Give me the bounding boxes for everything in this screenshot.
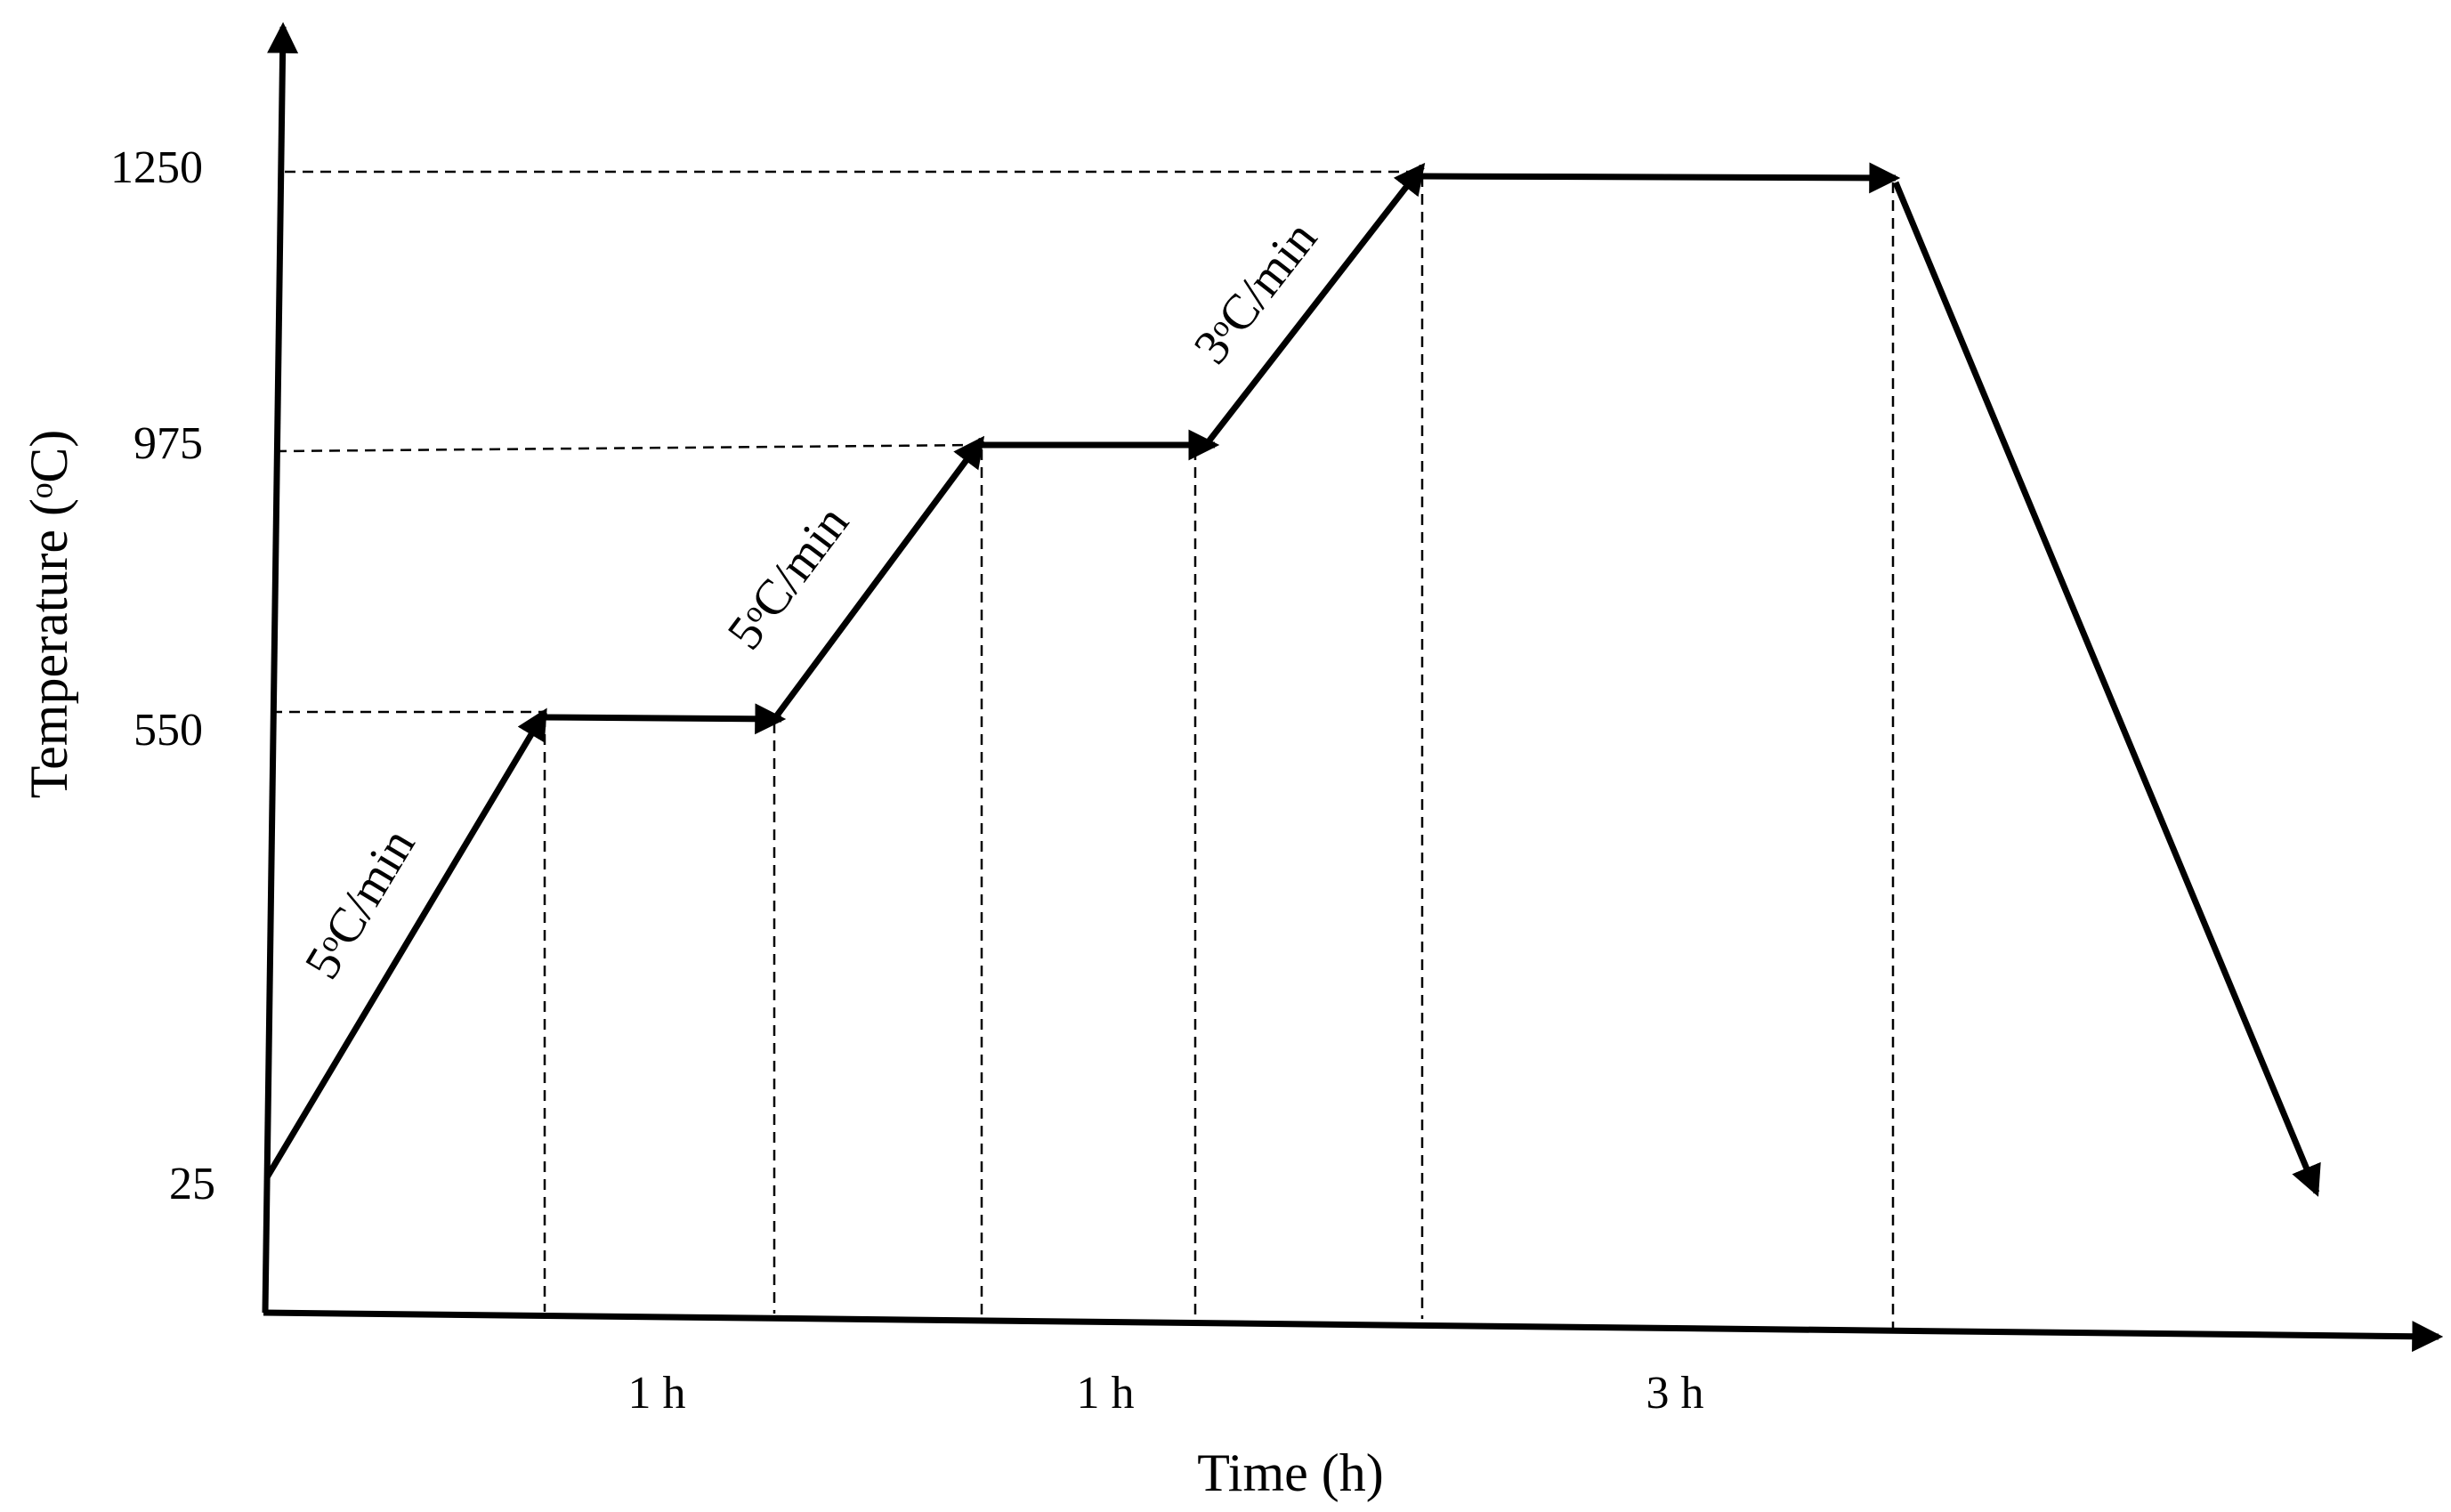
guide-975 xyxy=(275,443,983,453)
x-axis-title: Time (h) xyxy=(1197,1443,1383,1502)
hold-duration-label-3: 3 h xyxy=(1646,1368,1704,1419)
cooling-segment xyxy=(1892,181,2321,1197)
hold-3-segment xyxy=(1421,162,1901,194)
hold-duration-label-1: 1 h xyxy=(628,1368,686,1419)
ramp-1-segment xyxy=(263,707,548,1179)
hold-duration-label-2: 1 h xyxy=(1077,1368,1135,1419)
horizontal-guides xyxy=(271,170,1415,714)
y-tick-550: 550 xyxy=(133,705,203,756)
ramp-rate-label-1: 5ᵒC/min xyxy=(295,820,426,989)
ramp-rate-label-3: 3ᵒC/min xyxy=(1184,211,1328,374)
y-tick-25: 25 xyxy=(169,1159,215,1209)
y-axis-title: Temperature (ᵒC) xyxy=(20,430,78,799)
vertical-guides xyxy=(543,176,1895,1328)
x-axis xyxy=(263,1309,2444,1353)
y-tick-1250: 1250 xyxy=(110,142,203,193)
y-tick-975: 975 xyxy=(133,418,203,469)
ramp-3-segment xyxy=(1203,162,1426,448)
hold-1-segment xyxy=(544,703,787,735)
ramp-2-segment xyxy=(772,435,985,722)
temperature-profile xyxy=(263,162,2321,1197)
y-axis xyxy=(262,21,299,1314)
